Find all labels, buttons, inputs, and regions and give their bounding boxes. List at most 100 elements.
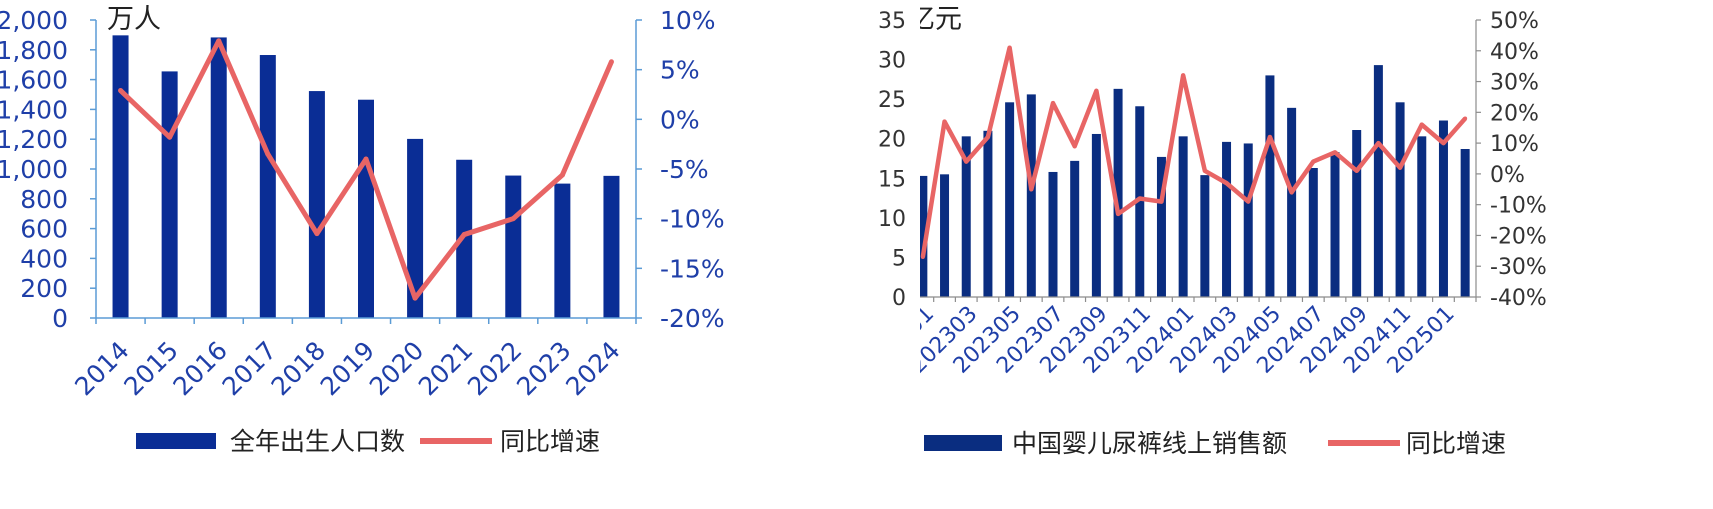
growth-point xyxy=(1029,187,1034,192)
growth-point xyxy=(363,156,369,162)
x-tick-label: 2020 xyxy=(364,336,429,401)
x-tick-label: 2015 xyxy=(118,336,183,401)
x-tick-label: 2018 xyxy=(266,336,331,401)
right-chart-left-axis-labels: 0 5 10 15 20 25 30 35 xyxy=(870,0,910,320)
legend-swatch-bar xyxy=(136,433,216,449)
growth-point xyxy=(1159,199,1164,204)
right-y-tick-label: -5% xyxy=(660,155,709,184)
right-legend: 中国婴儿尿裤线上销售额 同比增速 xyxy=(924,429,1506,458)
left-y-tick-label: 2,000 xyxy=(0,6,68,35)
bar-births xyxy=(259,55,276,318)
left-y-tick-label: 25 xyxy=(878,88,906,113)
bar-diaper-sales xyxy=(1156,156,1166,297)
bar-births xyxy=(210,37,227,319)
growth-point xyxy=(1116,211,1121,216)
left-y-tick-label: 1,000 xyxy=(0,155,68,184)
bar-births xyxy=(505,175,522,318)
left-y-tick-label: 10 xyxy=(878,207,906,232)
bar-diaper-sales xyxy=(1308,167,1318,297)
bar-diaper-sales xyxy=(918,175,928,297)
growth-point xyxy=(412,295,418,301)
legend-label-growth: 同比增速 xyxy=(1406,429,1506,458)
left-y-tick-label: 400 xyxy=(20,244,68,273)
growth-point xyxy=(1094,88,1099,93)
bar-diaper-sales xyxy=(961,136,971,297)
growth-point xyxy=(1398,165,1403,170)
growth-point xyxy=(1202,168,1207,173)
x-tick-label: 2022 xyxy=(462,336,527,401)
bar-diaper-sales xyxy=(1048,171,1058,297)
right-chart-left-axis-svg: 0 5 10 15 20 25 30 35 xyxy=(878,9,906,311)
left-y-tick-label: 800 xyxy=(20,185,68,214)
growth-point xyxy=(1333,150,1337,155)
growth-point xyxy=(167,134,173,140)
bar-diaper-sales xyxy=(1287,107,1297,297)
x-tick-label: 2023 xyxy=(511,336,576,401)
growth-line xyxy=(920,45,1467,258)
bar-diaper-sales xyxy=(1460,149,1470,297)
left-y-tick-label: 0 xyxy=(52,304,68,333)
right-y-tick-label: -30% xyxy=(1490,255,1547,280)
legend-label-diaper-sales: 中国婴儿尿裤线上销售额 xyxy=(1012,429,1287,458)
growth-point xyxy=(1246,199,1251,204)
birth-population-chart-svg: 万人 02004006008001,0001,2001,4001,6001,80… xyxy=(0,4,725,456)
right-y-tick-label: -15% xyxy=(660,254,725,283)
bar-births xyxy=(358,99,374,318)
growth-point xyxy=(118,88,124,94)
growth-point xyxy=(314,231,320,237)
x-tick-label: 2019 xyxy=(315,336,380,401)
bar-births xyxy=(161,71,178,318)
left-y-tick-label: 600 xyxy=(20,215,68,244)
x-tick-label: 2024 xyxy=(560,336,625,401)
right-y-tick-label: -40% xyxy=(1490,286,1547,311)
bar-births xyxy=(407,138,424,318)
bar-diaper-sales xyxy=(1395,102,1405,298)
bar-diaper-sales xyxy=(1005,102,1015,298)
left-y-tick-label: 1,200 xyxy=(0,125,68,154)
left-y-tick-label: 200 xyxy=(20,274,68,303)
growth-point xyxy=(1267,134,1272,139)
growth-point xyxy=(1376,141,1381,146)
growth-point xyxy=(1072,144,1077,149)
growth-point xyxy=(608,59,614,65)
bar-diaper-sales xyxy=(1352,130,1362,297)
left-y-tick-label: 35 xyxy=(878,9,906,34)
bar-diaper-sales xyxy=(1265,75,1275,298)
right-y-tick-label: -10% xyxy=(660,205,725,234)
bar-diaper-sales xyxy=(983,130,993,297)
growth-point xyxy=(216,38,222,44)
legend-label-births: 全年出生人口数 xyxy=(230,427,405,456)
growth-point xyxy=(1224,181,1229,186)
bar-diaper-sales xyxy=(1200,175,1210,297)
left-y-tick-label: 1,600 xyxy=(0,66,68,95)
bar-diaper-sales xyxy=(1070,160,1080,297)
growth-point xyxy=(942,119,947,124)
left-y-tick-label: 30 xyxy=(878,49,906,74)
right-y-tick-label: 30% xyxy=(1490,71,1539,96)
bar-births xyxy=(112,35,129,319)
legend-label-growth: 同比增速 xyxy=(500,427,600,456)
growth-point xyxy=(559,172,565,178)
growth-point xyxy=(1289,190,1294,195)
x-tick-label: 2021 xyxy=(413,336,478,401)
right-y-tick-label: 0% xyxy=(660,105,700,134)
birth-population-chart: 万人 0 200 400 600 800 1,000 1,200 1,400 1,600 1,80… xyxy=(0,0,790,505)
growth-point xyxy=(1181,73,1186,78)
legend-swatch-bar xyxy=(924,435,1002,451)
left-legend: 全年出生人口数 同比增速 xyxy=(136,427,600,456)
growth-point xyxy=(1419,122,1424,127)
growth-point xyxy=(964,159,969,164)
bar-diaper-sales xyxy=(940,174,950,297)
bar-diaper-sales xyxy=(1243,143,1253,297)
bar-births xyxy=(603,175,620,318)
growth-point xyxy=(510,216,516,222)
x-tick-label: 2014 xyxy=(69,336,134,401)
bar-diaper-sales xyxy=(1373,65,1383,298)
growth-point xyxy=(1311,159,1316,164)
left-y-tick-label: 0 xyxy=(892,286,906,311)
right-y-tick-label: 5% xyxy=(660,56,700,85)
right-y-tick-label: 10% xyxy=(660,6,716,35)
right-y-tick-label: 50% xyxy=(1490,9,1539,34)
growth-point xyxy=(461,232,467,238)
left-y-tick-label: 5 xyxy=(892,246,906,271)
